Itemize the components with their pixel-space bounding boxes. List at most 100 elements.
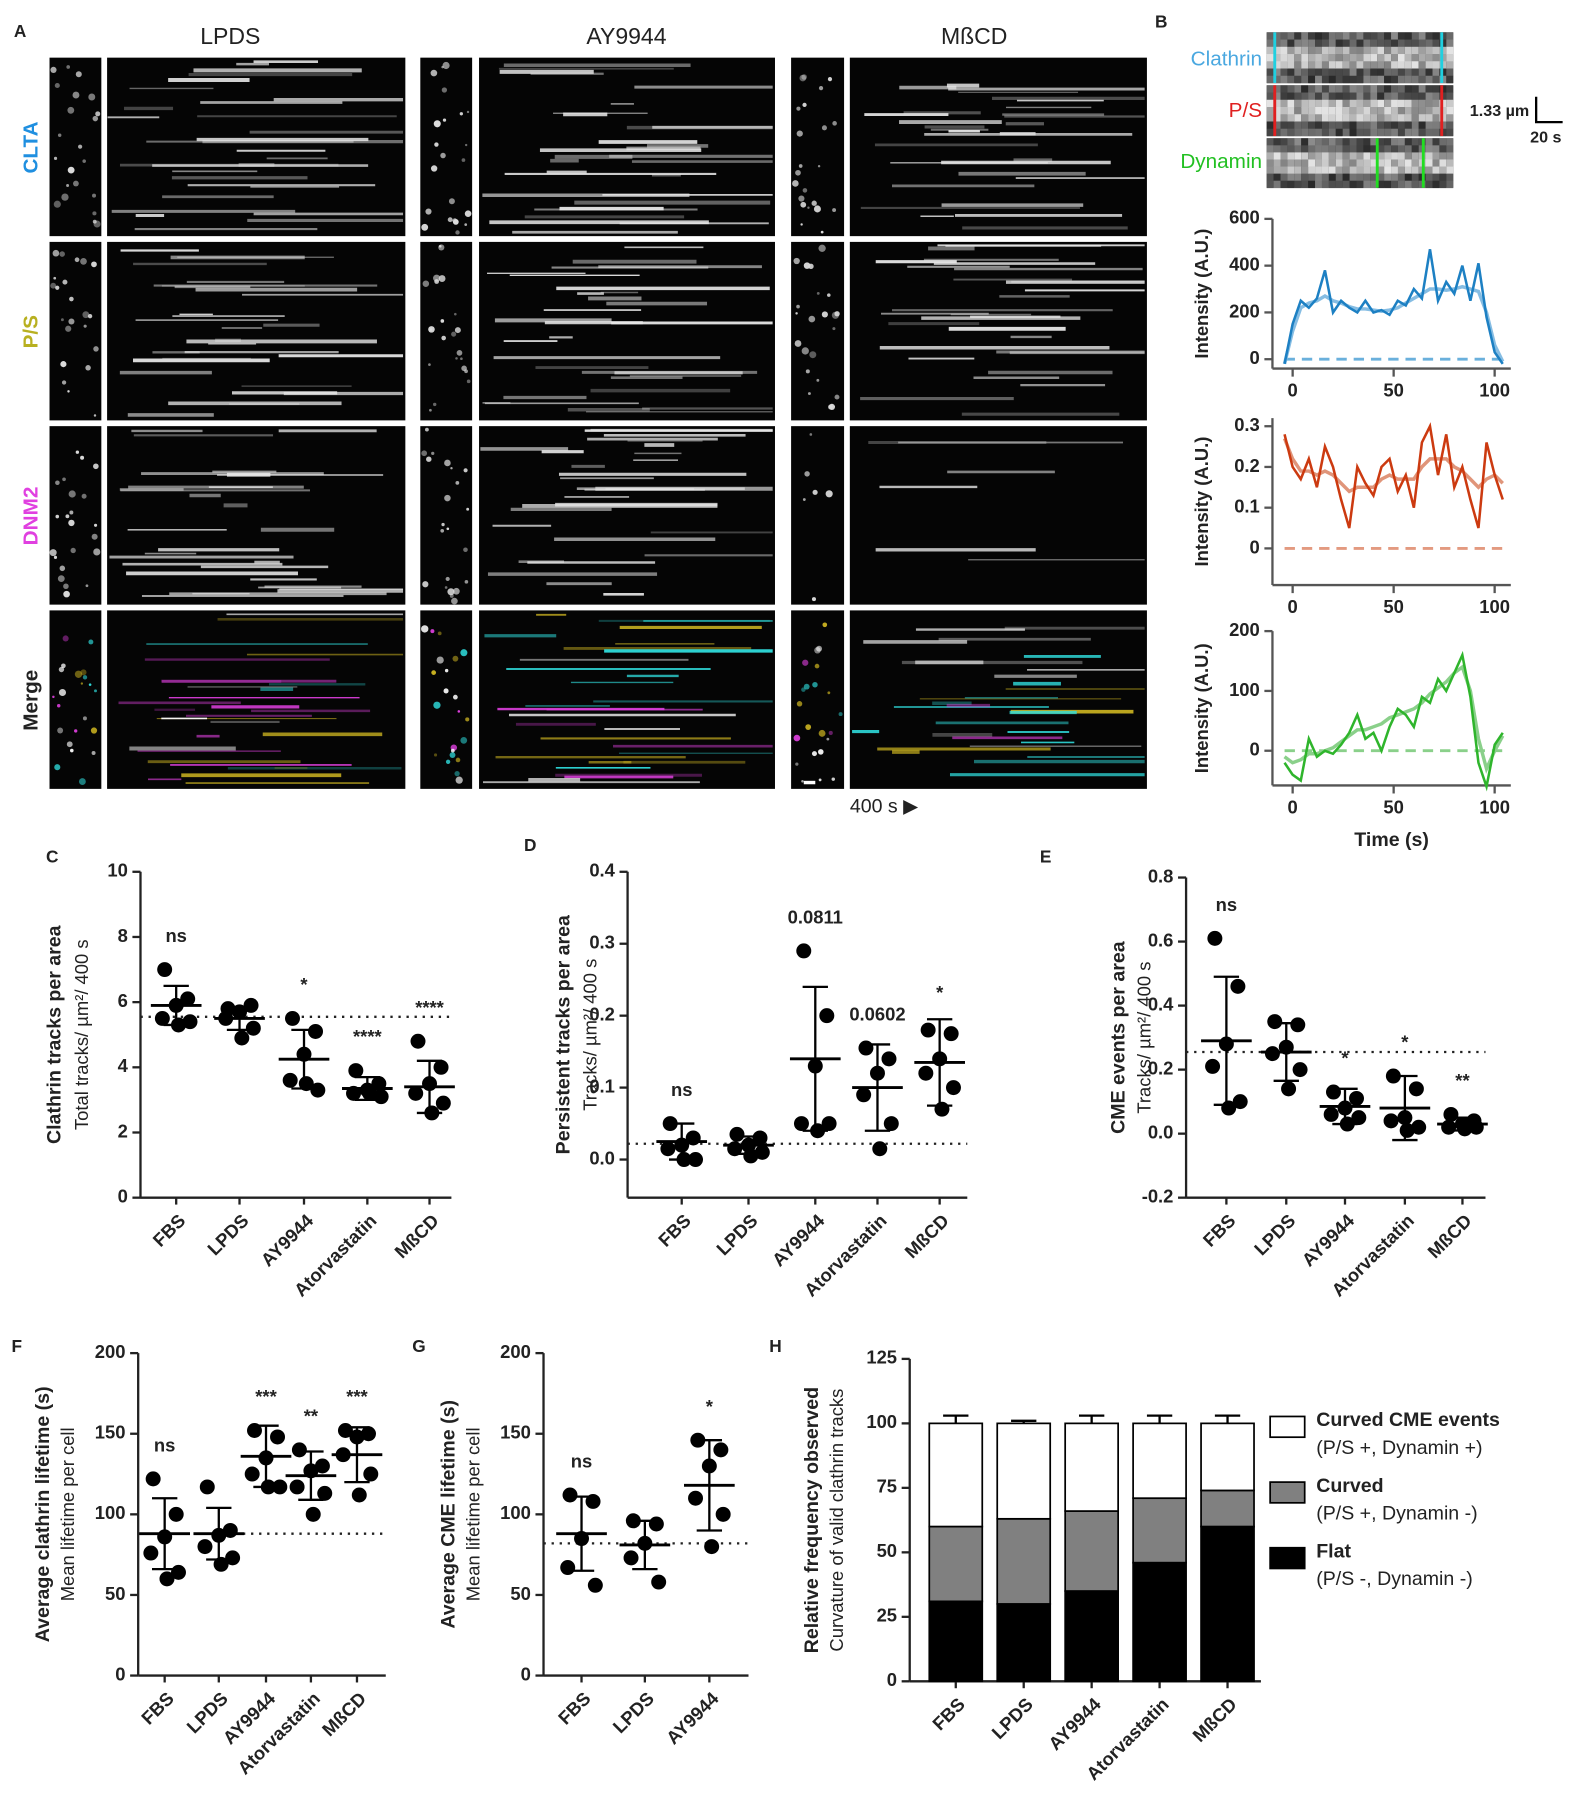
kymograph-pixel: [1377, 39, 1385, 48]
image-spot: [79, 778, 86, 785]
y-axis-title: Intensity (A.U.): [1191, 643, 1212, 773]
kymograph-pixel: [1397, 68, 1405, 77]
kymograph-pixel: [1363, 114, 1371, 122]
y-tick-label: 0: [887, 1669, 897, 1690]
image-spot: [457, 710, 461, 713]
kymograph-pixel: [1308, 138, 1316, 146]
kymograph-pixel: [1439, 173, 1447, 182]
data-point: [793, 1116, 809, 1132]
row-label: P/S: [20, 315, 43, 349]
image-spot: [61, 380, 67, 385]
x-tick-label: 100: [1479, 796, 1510, 817]
kymograph-pixel: [1321, 159, 1329, 167]
image-spot: [82, 675, 88, 680]
image-spot: [421, 450, 428, 457]
kymograph-pixel: [1377, 92, 1385, 101]
kymograph-pixel: [1418, 46, 1426, 55]
kymograph-pixel: [1425, 159, 1433, 167]
kymograph-pixel: [1335, 159, 1343, 167]
legend-label: Curved CME events: [1316, 1409, 1500, 1431]
kymograph-pixel: [1370, 46, 1378, 55]
image-spot: [92, 115, 99, 122]
kymograph-pixel: [1391, 114, 1398, 122]
scale-label: 20 s: [1530, 129, 1561, 147]
image-spot: [818, 86, 824, 91]
image-spot: [452, 655, 459, 662]
data-point: [282, 1072, 298, 1088]
image-spot: [796, 106, 801, 111]
kymograph-pixel: [1377, 128, 1385, 137]
kymograph-pixel: [1266, 121, 1274, 130]
image-spot: [91, 261, 97, 268]
kymograph-pixel: [1335, 138, 1343, 146]
image-spot: [466, 110, 470, 114]
kymograph-pixel: [1280, 114, 1288, 122]
kymograph-pixel: [1315, 85, 1322, 93]
kymograph-pixel: [1411, 138, 1419, 146]
y-tick-label: 2: [118, 1120, 128, 1141]
kymograph-pixel: [1321, 138, 1329, 146]
kymograph-pixel: [1384, 180, 1392, 189]
kymograph-pixel: [1294, 145, 1302, 153]
kymograph-pixel: [1266, 138, 1274, 146]
image-spot: [52, 249, 60, 257]
image-spot: [460, 737, 468, 744]
kymograph-pixel: [1397, 159, 1405, 167]
image-spot: [82, 159, 86, 163]
kymograph-pixel: [1377, 32, 1385, 40]
x-tick-label: FBS: [137, 1688, 178, 1729]
kymograph-pixel: [1425, 166, 1433, 174]
data-point: [243, 997, 259, 1013]
kymograph-pixel: [1321, 92, 1329, 101]
kymograph-pixel: [1301, 46, 1309, 55]
trace-line: [1283, 650, 1504, 792]
kymograph-pixel: [1356, 159, 1364, 167]
kymograph-pixel: [1328, 173, 1336, 182]
data-point: [1325, 1084, 1341, 1100]
data-point: [1383, 1113, 1399, 1129]
image-spot: [795, 312, 798, 315]
kymograph-pixel: [1342, 75, 1350, 84]
kymograph-pixel: [1432, 159, 1440, 167]
kymograph-pixel: [1301, 39, 1309, 48]
kymograph-pixel: [1404, 54, 1412, 62]
image-spot: [93, 548, 101, 556]
data-point: [435, 1095, 451, 1111]
kymograph-pixel: [1446, 159, 1454, 167]
image-spot: [444, 494, 451, 502]
image-spot: [68, 318, 75, 325]
kymograph-pixel: [1404, 159, 1412, 167]
y-axis-subtitle: Tracks/ µm²/ 400 s: [1134, 962, 1155, 1114]
kymograph-pixel: [1397, 61, 1405, 69]
kymograph-pixel: [1308, 32, 1316, 40]
x-tick-label: AY9944: [662, 1687, 723, 1748]
panel-letter: E: [1040, 847, 1052, 867]
kymograph-pixel: [1377, 107, 1385, 115]
image-spot: [74, 257, 80, 263]
kymograph-pixel: [1404, 145, 1412, 153]
kymograph-pixel: [1349, 152, 1357, 160]
kymograph-pixel: [1273, 173, 1281, 182]
data-point: [713, 1442, 729, 1458]
kymograph-pixel: [1439, 145, 1447, 153]
kymograph-pixel: [1425, 32, 1433, 40]
kymograph-image: [849, 426, 1147, 605]
kymograph-pixel: [1397, 138, 1405, 146]
y-tick-label: 0: [115, 1663, 125, 1684]
kymograph-pixel: [1321, 173, 1329, 182]
image-layer: [49, 32, 1454, 789]
bar-segment: [928, 1525, 984, 1603]
kymograph-pixel: [1266, 75, 1274, 84]
kymograph-pixel: [1411, 61, 1419, 69]
kymograph-pixel: [1308, 46, 1316, 55]
image-spot: [61, 193, 69, 201]
kymograph-pixel: [1397, 75, 1405, 84]
image-spot: [62, 279, 68, 285]
kymograph-pixel: [1411, 121, 1419, 130]
kymograph-pixel: [1266, 54, 1274, 62]
kymograph-pixel: [1280, 92, 1288, 101]
data-point: [934, 1101, 950, 1117]
kymograph-pixel: [1294, 32, 1302, 40]
kymograph-pixel: [1301, 121, 1309, 130]
image-spot: [428, 326, 435, 333]
